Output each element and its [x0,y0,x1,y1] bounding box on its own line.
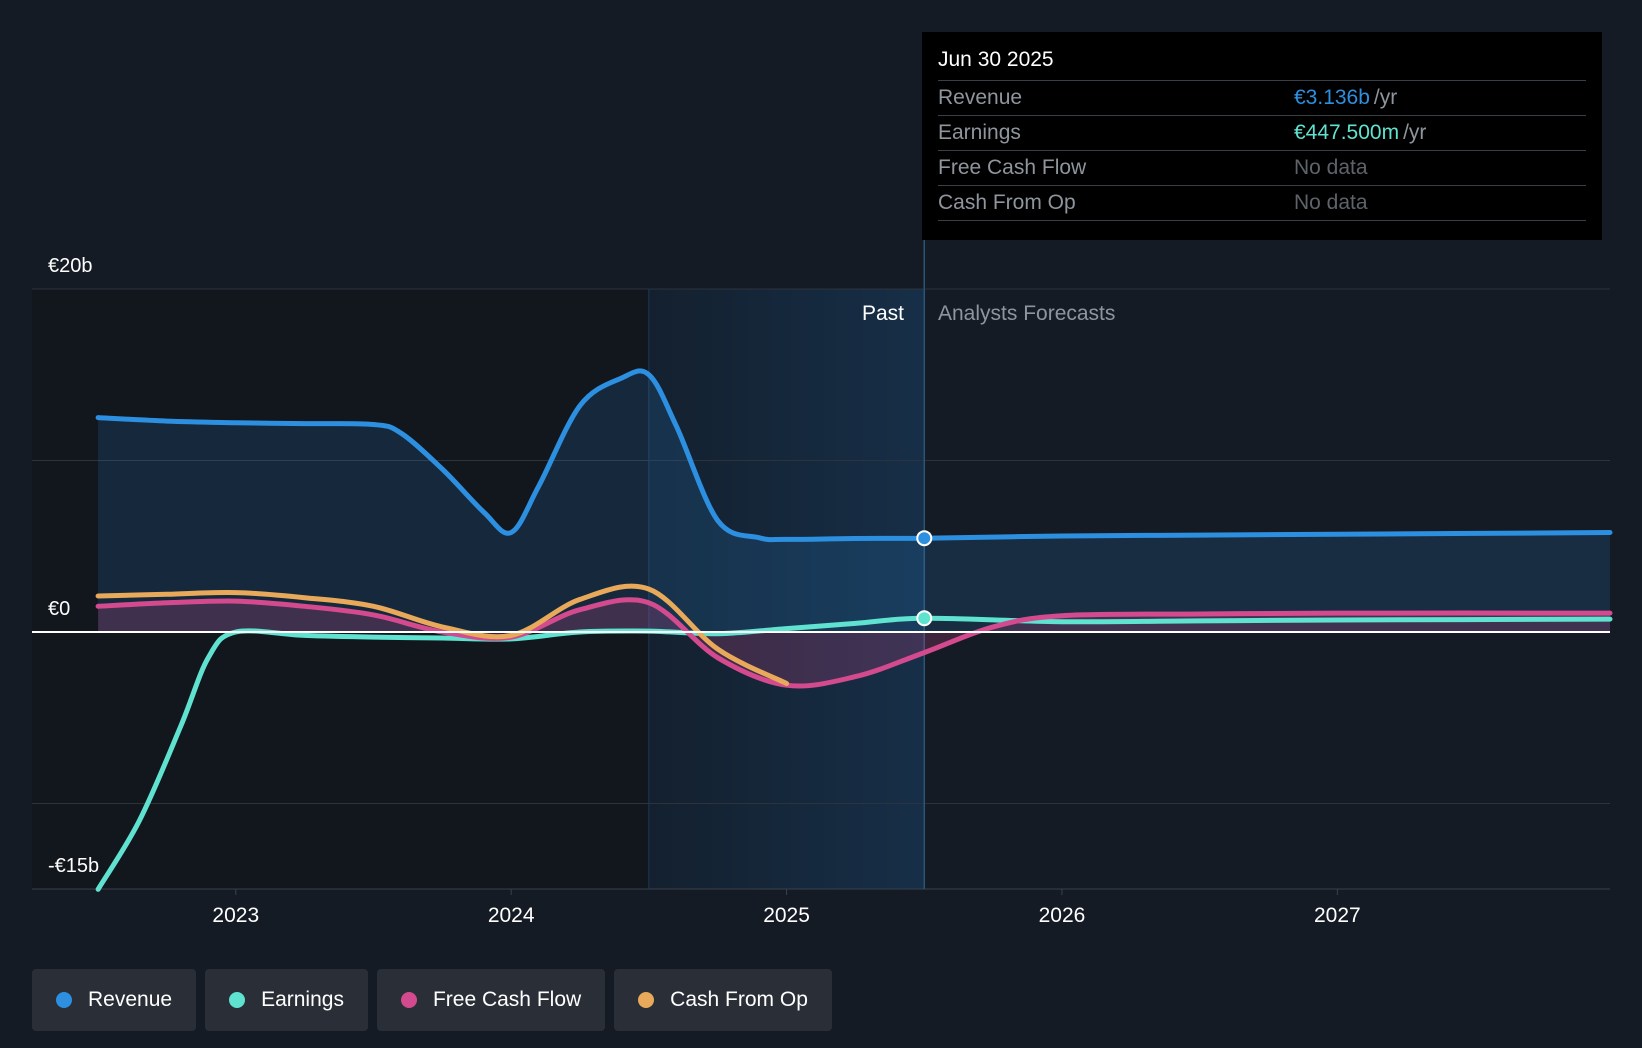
legend: Revenue Earnings Free Cash Flow Cash From O… [32,969,832,1031]
legend-dot-icon [638,992,655,1008]
legend-item-cash-from-op[interactable]: Cash From Op [614,969,832,1031]
tooltip-row-cash-from-op: Cash From Op No data [938,186,1586,221]
tooltip-rows: Revenue €3.136b/yr Earnings €447.500m/yr Fre… [938,81,1586,221]
tooltip-label: Earnings [938,121,1021,144]
tooltip-value-text: No data [1294,156,1368,179]
free-cash-flow-line [95,597,1613,689]
legend-dot-icon [56,992,72,1008]
tooltip-unit: /yr [1373,86,1398,109]
tooltip-unit: /yr [1403,121,1427,144]
tooltip-value: No data [1294,186,1368,220]
tooltip-markers [916,530,933,627]
earnings-line [95,615,1613,892]
tooltip-label: Cash From Op [938,191,1076,214]
tooltip-value-text: €447.500m [1294,121,1400,144]
tooltip-value: €447.500m/yr [1294,116,1426,150]
cash-from-op-line [95,583,790,686]
tooltip-row-earnings: Earnings €447.500m/yr [938,116,1586,151]
legend-label: Revenue [88,988,173,1011]
revenue-area [98,370,1611,632]
tooltip-value-text: No data [1294,191,1368,214]
x-tick-label: 2027 [1314,904,1361,927]
y-axis-top-label: €20b [48,255,93,277]
tooltip-label: Free Cash Flow [938,156,1087,179]
tooltip-value: No data [1294,151,1368,185]
revenue-line [95,368,1613,543]
x-axis-ticks: 2023 2024 2025 2026 2027 [212,889,1361,927]
x-tick-label: 2025 [763,904,810,927]
past-label: Past [862,302,904,325]
x-tick-label: 2023 [212,904,259,927]
tooltip-row-free-cash-flow: Free Cash Flow No data [938,151,1586,186]
legend-item-free-cash-flow[interactable]: Free Cash Flow [376,969,606,1031]
legend-item-revenue[interactable]: Revenue [32,969,197,1031]
tooltip-row-revenue: Revenue €3.136b/yr [938,81,1586,116]
tooltip-date: Jun 30 2025 [938,46,1586,81]
legend-dot-icon [400,992,417,1008]
legend-label: Cash From Op [670,988,808,1011]
tooltip-value: €3.136b/yr [1294,81,1397,115]
tooltip-label: Revenue [938,86,1023,109]
tooltip: Jun 30 2025 Revenue €3.136b/yr Earnings €44… [922,32,1602,240]
y-axis-bottom-label: -€15b [48,855,99,877]
series-lines [32,368,1613,892]
legend-label: Earnings [261,988,344,1011]
legend-item-earnings[interactable]: Earnings [205,969,368,1031]
x-tick-label: 2026 [1039,904,1086,927]
x-tick-label: 2024 [488,904,535,927]
y-axis-zero-label: €0 [48,598,70,620]
tooltip-value-text: €3.136b [1294,86,1370,109]
legend-label: Free Cash Flow [432,988,582,1011]
forecast-label: Analysts Forecasts [938,302,1115,325]
highlight-region [648,289,925,889]
gridlines [32,240,1610,890]
legend-dot-icon [229,992,246,1008]
earnings-marker [916,610,933,627]
revenue-marker [916,530,933,547]
